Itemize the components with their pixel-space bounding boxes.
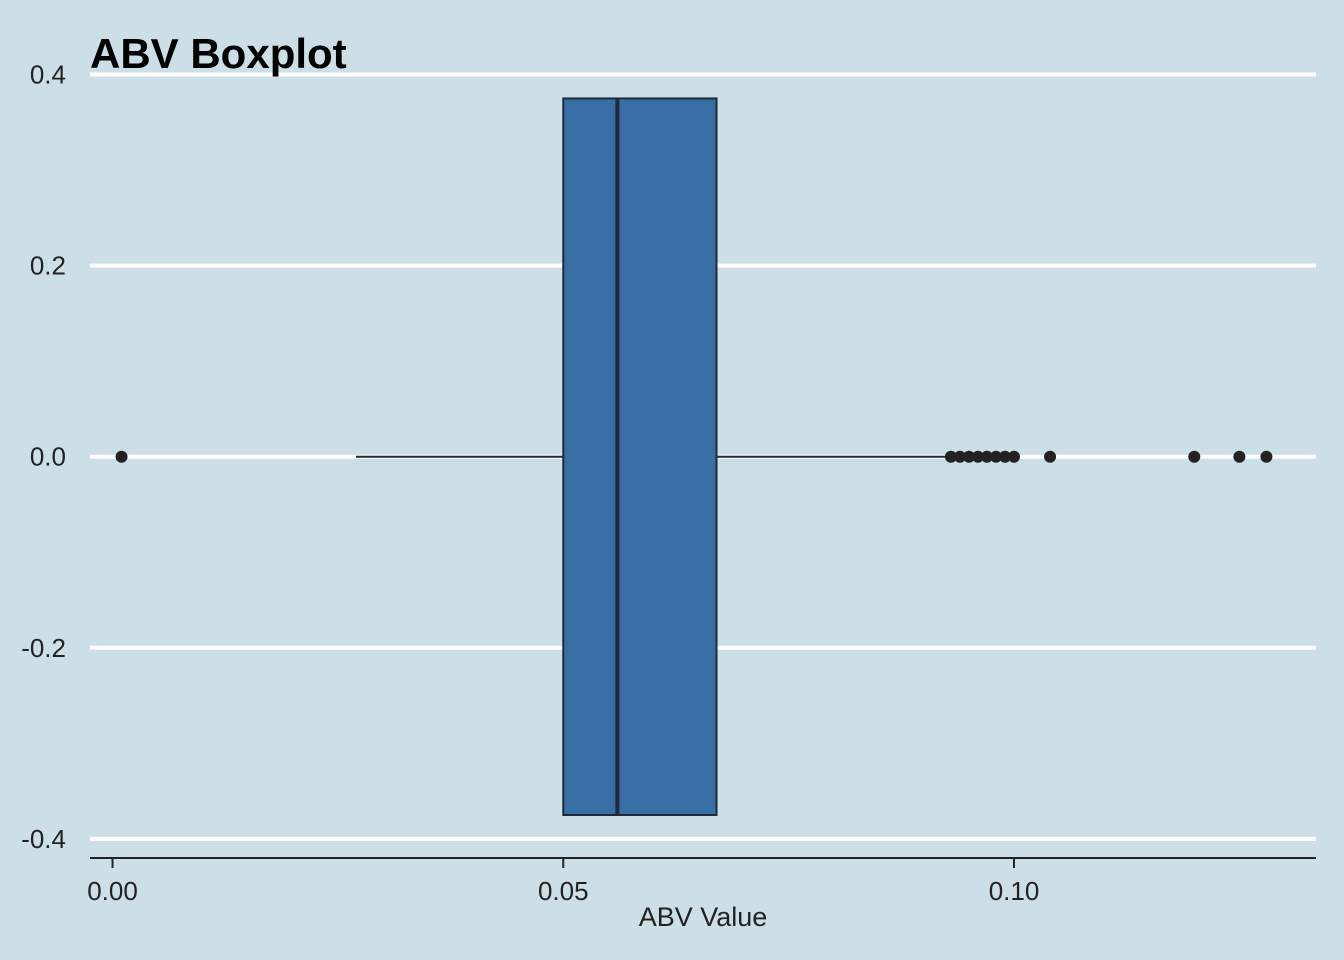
outlier-point (115, 450, 128, 463)
outlier-point (998, 450, 1011, 463)
outlier-point (962, 450, 975, 463)
outlier-point (1008, 450, 1021, 463)
outlier-point (1233, 450, 1246, 463)
y-tick-label: 0.0 (30, 442, 66, 472)
x-tick-label: 0.05 (538, 876, 589, 906)
outlier-point (1044, 450, 1057, 463)
outlier-point (1260, 450, 1273, 463)
x-axis: 0.00 0.05 0.10 (87, 857, 1316, 906)
gridlines: 0.4 0.2 0.0 -0.2 -0.4 (21, 60, 1316, 854)
x-tick-label: 0.10 (989, 876, 1040, 906)
outlier-point (980, 450, 993, 463)
outlier-point (971, 450, 984, 463)
iqr-box (562, 97, 718, 817)
x-axis-title: ABV Value (639, 902, 768, 932)
y-tick-label: 0.4 (30, 60, 66, 90)
boxplot (355, 97, 947, 817)
outlier-points (115, 450, 1273, 463)
y-tick-label: -0.2 (21, 633, 66, 663)
outlier-point (953, 450, 966, 463)
chart-title: ABV Boxplot (90, 30, 347, 77)
outlier-point (944, 450, 957, 463)
outlier-point (1188, 450, 1201, 463)
y-tick-label: -0.4 (21, 824, 66, 854)
y-tick-label: 0.2 (30, 251, 66, 281)
x-tick-label: 0.00 (87, 876, 138, 906)
outlier-point (989, 450, 1002, 463)
